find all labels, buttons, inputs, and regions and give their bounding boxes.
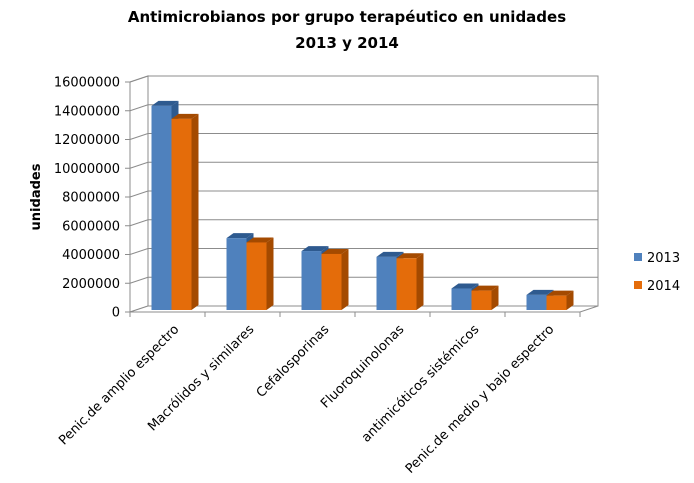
bar-side-2014 <box>566 290 574 310</box>
bar-top-2014 <box>321 248 349 254</box>
chart-title: Antimicrobianos por grupo terapéutico en… <box>127 8 567 26</box>
x-tick-label: Fluoroquinolonas <box>318 322 407 411</box>
gridline-side <box>129 190 149 198</box>
bar-2014 <box>321 253 342 310</box>
bar-top-2013 <box>301 246 329 252</box>
bar-2014 <box>396 258 417 310</box>
bar-top-2013 <box>526 289 554 295</box>
bar-side-2014 <box>416 253 424 310</box>
bar-top-2013 <box>451 283 479 289</box>
bar-top-2014 <box>246 237 274 243</box>
y-axis-label: unidades <box>29 163 44 230</box>
legend-swatch-2014 <box>634 281 642 289</box>
bar-2013 <box>226 238 247 310</box>
gridline-side <box>129 248 149 255</box>
y-tick-label: 8000000 <box>62 191 120 206</box>
y-tick-label: 4000000 <box>62 248 120 263</box>
y-tick-label: 6000000 <box>62 219 120 234</box>
bar-2014 <box>171 118 192 310</box>
y-tick-label: 0 <box>112 306 120 321</box>
bar-side-2014 <box>191 113 199 310</box>
bar-top-2014 <box>471 285 499 291</box>
bar-2013 <box>376 256 397 310</box>
bar-side-2014 <box>491 285 499 310</box>
legend-swatch-2013 <box>634 253 642 261</box>
x-tick-label: Penic.de medio y bajo espectro <box>403 322 558 477</box>
bar-2013 <box>151 105 172 310</box>
bar-top-2013 <box>376 251 404 257</box>
bar-top-2013 <box>151 100 179 106</box>
bar-2014 <box>546 295 567 310</box>
bar-top-2014 <box>171 113 199 119</box>
gridline-side <box>129 219 149 227</box>
y-tick-label: 16000000 <box>54 76 120 91</box>
bar-side-2014 <box>341 248 349 310</box>
y-tick-label: 14000000 <box>54 104 120 119</box>
legend-label-2014: 2014 <box>647 279 680 294</box>
bar-2013 <box>301 251 322 310</box>
bar-2014 <box>246 242 267 310</box>
gridline-side <box>129 104 149 112</box>
chart-subtitle: 2013 y 2014 <box>295 34 399 52</box>
bar-2013 <box>451 288 472 310</box>
gridline-side <box>129 276 149 284</box>
bar-top-2013 <box>226 233 254 239</box>
legend-label-2013: 2013 <box>647 251 680 266</box>
y-tick-label: 12000000 <box>54 133 120 148</box>
bar-side-2014 <box>266 237 274 310</box>
x-tick-label: Cefalosporinas <box>254 322 333 401</box>
y-tick-label: 10000000 <box>54 162 120 177</box>
gridline-side <box>129 161 149 169</box>
x-tick-label: Penic.de amplio espectro <box>56 322 182 448</box>
gridline-side <box>129 133 149 140</box>
gridline-side <box>129 75 149 83</box>
bar-2013 <box>526 294 547 310</box>
bar-2014 <box>471 290 492 310</box>
bar-top-2014 <box>396 253 424 259</box>
bar-top-2014 <box>546 290 574 296</box>
y-tick-label: 2000000 <box>62 277 120 292</box>
